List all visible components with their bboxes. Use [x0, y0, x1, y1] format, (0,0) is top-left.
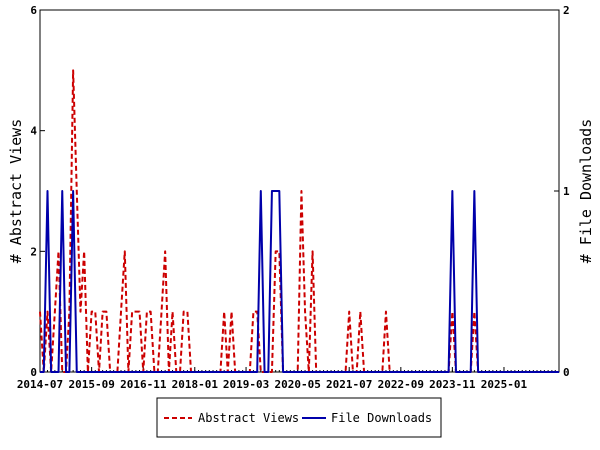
series-layer: [39, 69, 559, 373]
legend: Abstract Views File Downloads: [156, 397, 442, 438]
y-axis-title-left: # Abstract Views: [7, 119, 25, 264]
x-tick-label: 2019-03: [223, 378, 269, 391]
y-tick-label-left: 4: [30, 125, 37, 138]
y-tick-label-right: 0: [563, 366, 570, 379]
x-tick-label: 2018-01: [172, 378, 219, 391]
x-tick-label: 2021-07: [326, 378, 372, 391]
x-tick-label: 2025-01: [481, 378, 528, 391]
x-tick-label: 2020-05: [275, 378, 321, 391]
series-line-abstract-views: [39, 69, 559, 373]
y-tick-label-right: 2: [563, 4, 570, 17]
y-tick-label-left: 2: [30, 245, 37, 258]
x-tick-label: 2022-09: [378, 378, 424, 391]
legend-label-file-downloads: File Downloads: [331, 411, 432, 425]
y-tick-label-left: 6: [30, 4, 37, 17]
x-tick-label: 2016-11: [120, 378, 167, 391]
x-tick-label: 2015-09: [68, 378, 114, 391]
y-axis-title-right: # File Downloads: [577, 119, 595, 264]
x-tick-label: 2014-07: [17, 378, 63, 391]
legend-box: [156, 397, 442, 438]
legend-label-abstract-views: Abstract Views: [198, 411, 299, 425]
y-tick-label-left: 0: [30, 366, 37, 379]
x-tick-label: 2023-11: [429, 378, 476, 391]
x-axis: 2014-07 2015-09 2016-11 2018-01 2019-03 2020-…: [17, 367, 560, 391]
series-line-file-downloads: [40, 190, 559, 373]
y-tick-label-right: 1: [563, 185, 570, 198]
